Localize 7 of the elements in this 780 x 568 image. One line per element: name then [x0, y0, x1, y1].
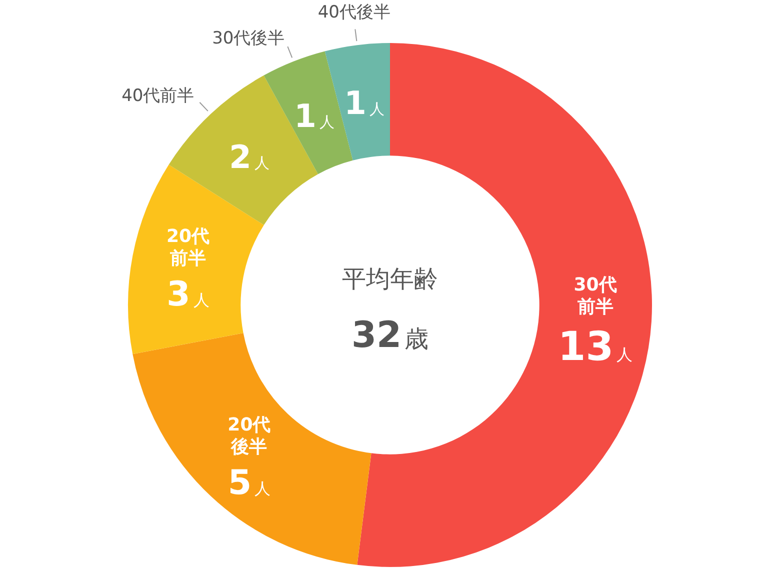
- slice-label: 20代後半: [228, 414, 271, 458]
- slice-label: 30代後半: [212, 28, 285, 49]
- text: 平均年齢: [342, 265, 438, 293]
- slice-label: 40代前半: [122, 86, 194, 106]
- slice-label: 30代前半: [574, 274, 617, 318]
- slice-label: 40代後半: [318, 2, 390, 23]
- slice-label: 20代前半: [166, 226, 210, 270]
